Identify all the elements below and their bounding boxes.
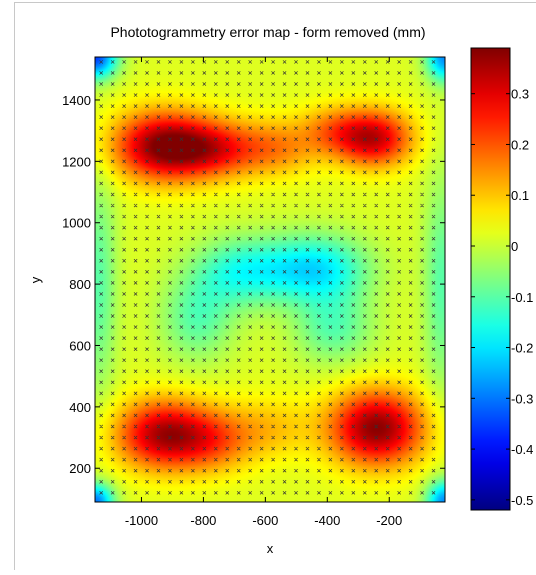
frame-border-top <box>14 2 536 3</box>
y-tick-label: 1200 <box>62 154 91 169</box>
y-tick-label: 600 <box>69 338 91 353</box>
colorbar-fill <box>471 48 510 510</box>
x-tick-label: -800 <box>190 513 216 528</box>
y-axis-ticks: 200 400 600 800 1000 1200 1400 <box>62 93 445 476</box>
measurement-markers <box>99 60 436 495</box>
y-tick-label: 200 <box>69 461 91 476</box>
colorbar-tick-label: -0.3 <box>511 391 533 406</box>
x-axis-label: x <box>267 541 274 556</box>
colorbar-tick-label: -0.2 <box>511 341 533 356</box>
y-axis-label: y <box>28 276 43 283</box>
chart-title: Phototogrammetry error map - form remove… <box>110 24 425 40</box>
heatmap-image <box>95 57 445 502</box>
colorbar-ticks: 0.3 0.2 0.1 0 -0.1 -0.2 -0.3 -0.4 -0.5 <box>471 87 533 508</box>
y-tick-label: 1400 <box>62 93 91 108</box>
frame-border-left <box>14 2 15 570</box>
colorbar-tick-label: -0.4 <box>511 442 533 457</box>
colorbar-frame <box>470 47 511 511</box>
x-tick-label: -400 <box>314 513 340 528</box>
colorbar-tick-label: 0.3 <box>511 87 529 102</box>
x-axis-ticks: -1000 -800 -600 -400 -200 <box>125 57 402 528</box>
y-tick-label: 400 <box>69 400 91 415</box>
plot-frame <box>94 56 446 503</box>
plot-area <box>94 56 446 503</box>
colorbar-tick-label: 0.2 <box>511 137 529 152</box>
colorbar-tick-label: 0.1 <box>511 188 529 203</box>
x-tick-label: -600 <box>252 513 278 528</box>
colorbar-tick-label: 0 <box>511 239 518 254</box>
measurement-point-markers <box>99 60 436 495</box>
x-tick-label: -1000 <box>125 513 158 528</box>
colorbar-tick-label: -0.1 <box>511 290 533 305</box>
colorbar-tick-label: -0.5 <box>511 493 533 508</box>
y-tick-label: 800 <box>69 277 91 292</box>
x-tick-label: -200 <box>376 513 402 528</box>
colorbar: 0.3 0.2 0.1 0 -0.1 -0.2 -0.3 -0.4 -0.5 <box>470 47 533 511</box>
y-tick-label: 1000 <box>62 216 91 231</box>
